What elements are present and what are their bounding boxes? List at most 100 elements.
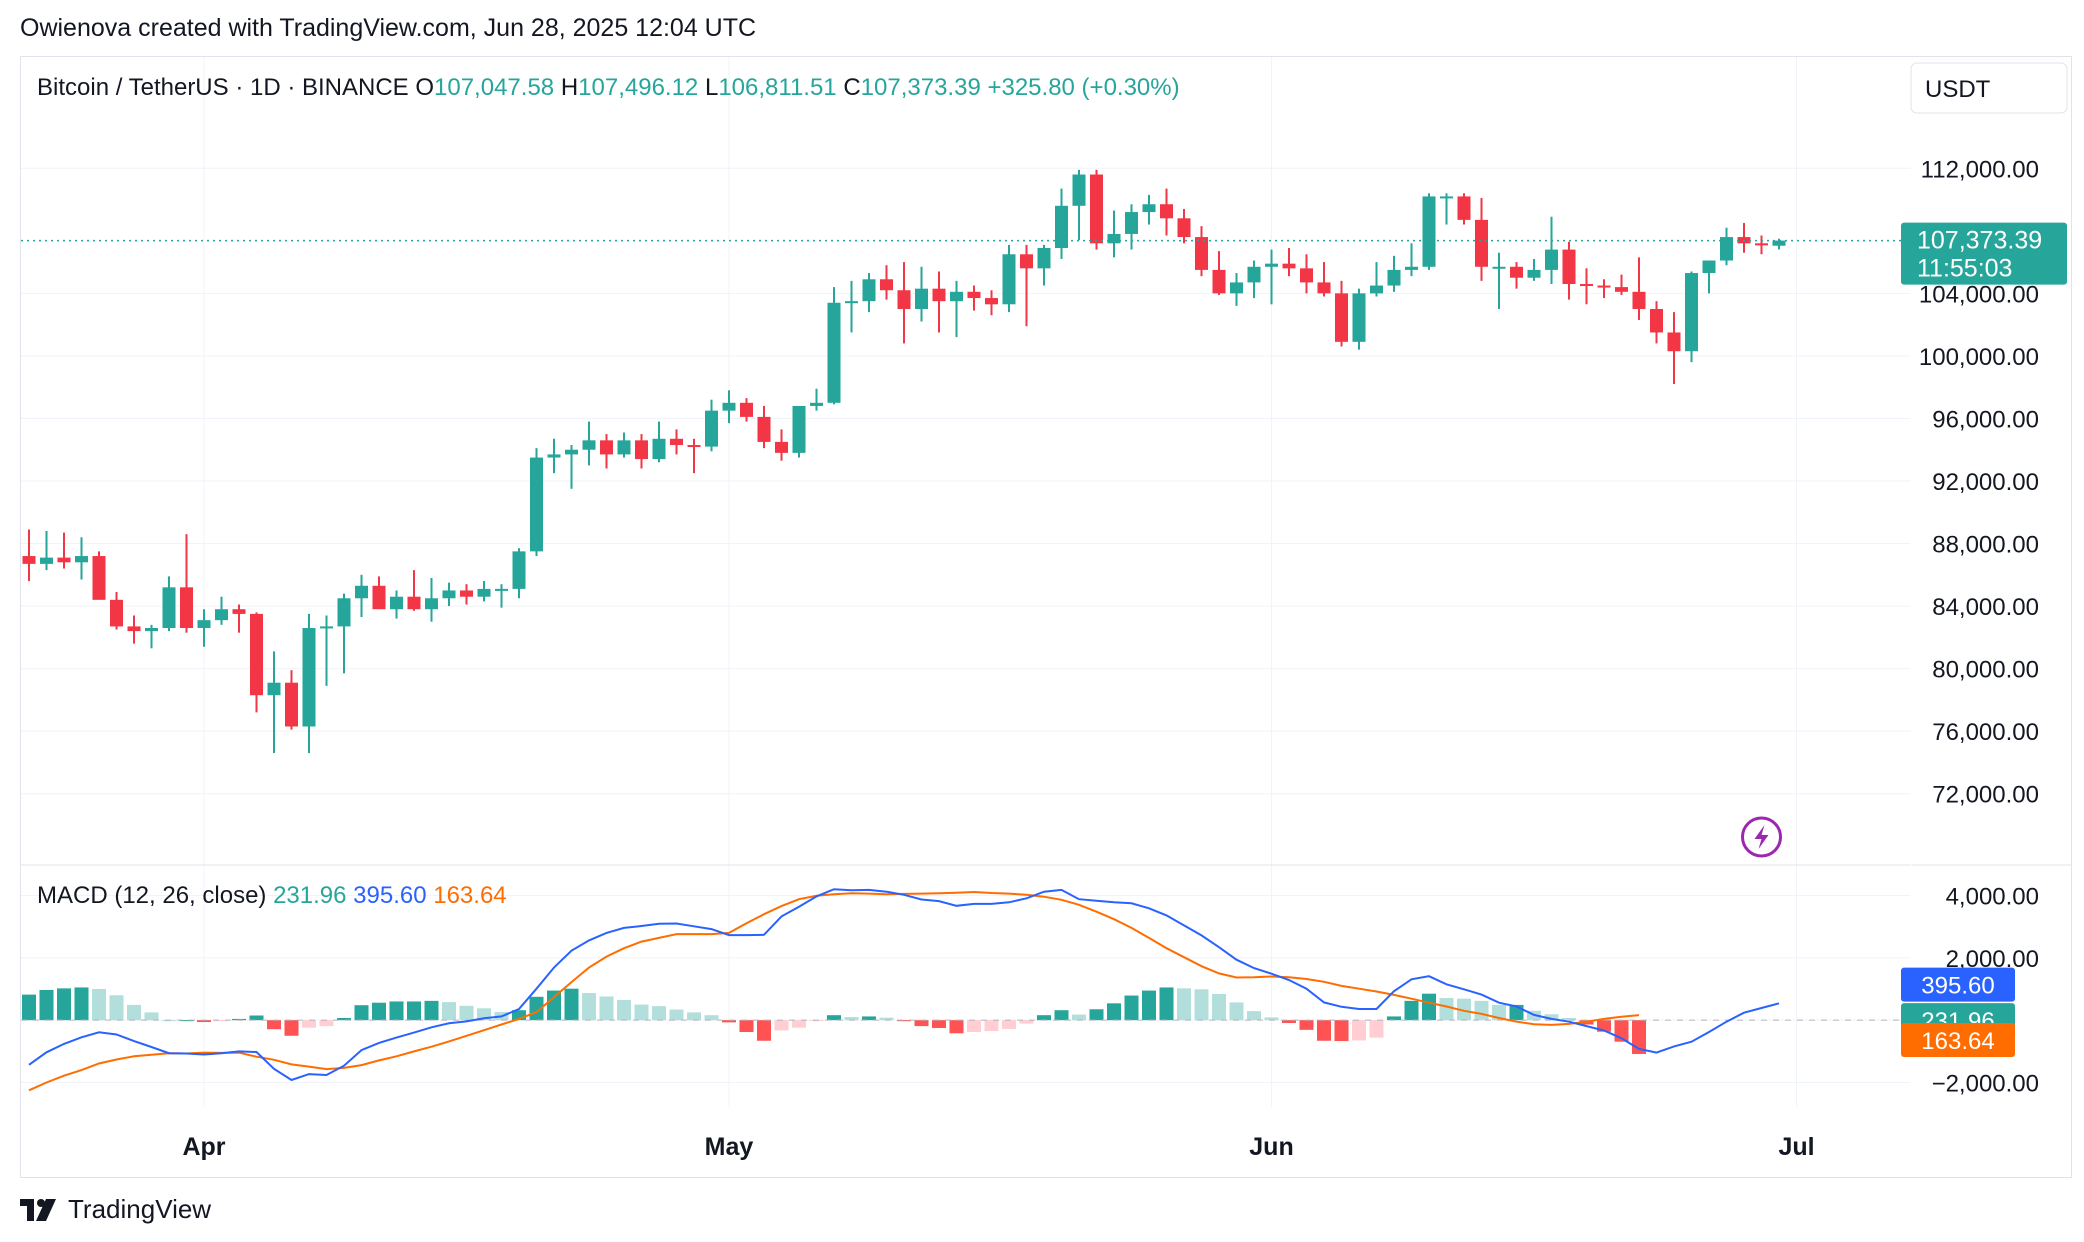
candle-body xyxy=(22,556,36,564)
lightning-icon[interactable] xyxy=(1741,816,1782,858)
macd-histogram-bar xyxy=(267,1020,281,1030)
legend-low-label: L xyxy=(705,74,718,101)
candle-body xyxy=(1055,205,1068,249)
signal-value-badge xyxy=(1901,1023,2015,1058)
candle-body xyxy=(1265,263,1278,267)
candle-body xyxy=(372,585,386,610)
macd-histogram-bar xyxy=(127,1004,141,1021)
macd-legend-signal: 163.64 xyxy=(433,882,506,909)
candle-body xyxy=(1702,260,1716,274)
candle-body xyxy=(1335,293,1348,342)
macd-histogram-bar xyxy=(302,1020,316,1028)
currency-label: USDT xyxy=(1925,76,1991,103)
macd-histogram-bar xyxy=(1089,1009,1104,1021)
candle xyxy=(1685,271,1698,363)
candle-body xyxy=(1440,196,1453,199)
macd-histogram-bar xyxy=(547,990,561,1021)
macd-histogram-bar xyxy=(1264,1017,1279,1021)
macd-histogram-bar xyxy=(634,1004,649,1021)
candle-body xyxy=(915,288,928,309)
candle-body xyxy=(320,626,333,629)
macd-histogram-bar xyxy=(1369,1020,1384,1038)
candle xyxy=(1650,301,1663,344)
price-axis-tick-label: 72,000.00 xyxy=(1932,782,2039,809)
candle-body xyxy=(1020,254,1033,269)
candle-body xyxy=(687,445,701,448)
candle-body xyxy=(1177,218,1191,238)
candle-body xyxy=(57,557,71,563)
candle-body xyxy=(810,402,823,406)
candle xyxy=(1405,243,1418,277)
candle-body xyxy=(337,598,351,627)
currency-button[interactable] xyxy=(1910,62,2068,114)
macd-signal-line xyxy=(28,890,1640,1092)
candle xyxy=(1457,193,1471,225)
macd-histogram-bar xyxy=(774,1020,789,1031)
candle xyxy=(740,398,753,422)
macd-histogram-bar xyxy=(407,1001,421,1021)
candle xyxy=(1702,260,1716,294)
candle-body xyxy=(1580,283,1593,286)
candle-body xyxy=(1772,240,1786,246)
candle xyxy=(1737,223,1751,253)
last-price-label: 107,373.39 xyxy=(1917,227,2042,255)
macd-histogram-bar xyxy=(1404,1000,1419,1021)
candle xyxy=(880,265,893,300)
candle xyxy=(75,537,88,580)
price-axis-tick-label: 84,000.00 xyxy=(1932,594,2039,621)
candle-body xyxy=(757,416,771,442)
candle-body xyxy=(1475,219,1488,267)
macd-histogram-bar xyxy=(1054,1010,1069,1021)
candle xyxy=(652,421,666,463)
price-axis-tick-label: 88,000.00 xyxy=(1932,532,2039,559)
candle-body xyxy=(897,290,911,309)
macd-histogram-bar xyxy=(967,1020,981,1033)
macd-histogram-bar xyxy=(949,1020,964,1034)
candle-body xyxy=(250,613,263,696)
candle xyxy=(845,280,858,333)
time-axis-label: Apr xyxy=(182,1133,225,1161)
candle-body xyxy=(215,609,228,621)
macd-value-badge-label: 395.60 xyxy=(1921,973,1994,1000)
macd-histogram-bar xyxy=(1387,1016,1401,1021)
candle xyxy=(1230,273,1243,306)
candle xyxy=(810,388,823,411)
macd-histogram-bar xyxy=(214,1020,229,1022)
macd-histogram-bar xyxy=(389,1001,404,1021)
candle-body xyxy=(145,627,158,632)
candle xyxy=(985,290,998,316)
candle xyxy=(967,285,981,311)
candle-body xyxy=(1650,309,1663,333)
candle xyxy=(1265,249,1278,305)
legend-close-value: 107,373.39 xyxy=(861,74,988,101)
candle xyxy=(425,577,438,622)
candle-body xyxy=(530,457,543,552)
candle-body xyxy=(862,279,876,302)
candle xyxy=(1422,193,1436,270)
macd-histogram-bar xyxy=(1247,1011,1261,1021)
macd-histogram-bar xyxy=(1632,1020,1646,1054)
candle xyxy=(1352,288,1366,350)
candle-body xyxy=(1212,269,1226,294)
candle-body xyxy=(40,557,53,564)
candle-body xyxy=(1125,212,1138,234)
price-axis-tick-label: 100,000.00 xyxy=(1919,344,2039,371)
candle xyxy=(460,584,473,605)
macd-histogram-bar xyxy=(1317,1020,1331,1041)
macd-histogram-bar xyxy=(652,1006,666,1021)
macd-histogram-bar xyxy=(1334,1020,1349,1042)
macd-histogram-bar xyxy=(739,1020,754,1033)
candle-body xyxy=(1667,332,1681,352)
macd-histogram-bar xyxy=(22,994,36,1021)
macd-histogram-bar xyxy=(687,1012,701,1021)
chart-canvas[interactable]: 112,000.00 104,000.00 100,000.00 96,000.00 9… xyxy=(21,57,2071,1177)
candle xyxy=(897,262,911,344)
candle-body xyxy=(1300,268,1313,283)
candle-body xyxy=(1195,237,1208,270)
macd-histogram-bar xyxy=(914,1020,929,1027)
macd-histogram-bar xyxy=(337,1017,351,1021)
candle xyxy=(1282,248,1296,277)
candle-body xyxy=(1527,269,1541,278)
candle-body xyxy=(75,556,88,563)
macd-histogram-bar xyxy=(897,1020,911,1022)
